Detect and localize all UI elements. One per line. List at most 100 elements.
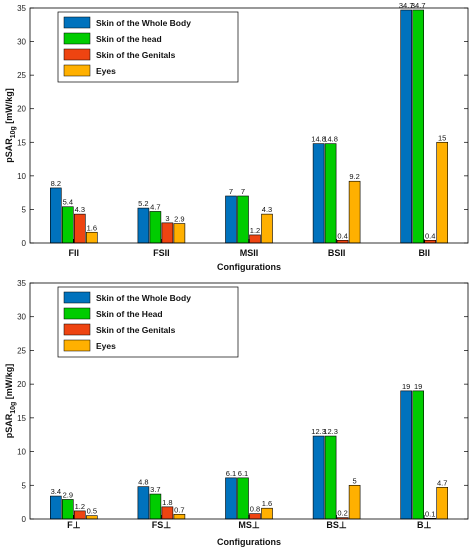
bar-1-1 xyxy=(49,187,62,244)
data-label-1-2: 5.2 xyxy=(138,199,148,208)
data-label-1-4: 12.3 xyxy=(311,427,326,436)
bar-2-1 xyxy=(61,206,74,244)
data-label-2-5: 34.7 xyxy=(411,1,426,10)
data-label-2-1: 2.9 xyxy=(63,490,73,499)
data-label-1-4: 14.8 xyxy=(311,135,326,144)
legend-label-1: Skin of the Whole Body xyxy=(96,293,191,303)
data-label-4-4: 5 xyxy=(353,476,357,485)
bar-4-3 xyxy=(261,213,273,244)
data-label-2-3: 6.1 xyxy=(238,469,248,478)
category-label-1: FII xyxy=(69,248,80,258)
y-axis-label: pSAR10g [mW/kg] xyxy=(4,88,17,163)
data-label-3-3: 1.2 xyxy=(250,226,260,235)
data-label-4-4: 9.2 xyxy=(349,172,359,181)
bar-1-2 xyxy=(137,486,150,520)
bar-2-2 xyxy=(149,211,162,244)
y-axis-label-unit: [mW/kg] xyxy=(4,88,14,126)
bar-1-5 xyxy=(400,9,413,244)
y-tick-label-5: 20 xyxy=(17,105,26,114)
bar-4-3 xyxy=(261,507,273,520)
bar-1-1 xyxy=(49,495,62,520)
bar-1-2 xyxy=(137,207,150,244)
legend-label-2: Skin of the Head xyxy=(96,309,163,319)
data-label-2-2: 4.7 xyxy=(150,202,160,211)
data-label-2-3: 7 xyxy=(241,187,245,196)
data-label-1-2: 4.8 xyxy=(138,478,148,487)
legend-swatch-4 xyxy=(63,64,91,77)
y-axis-label-main: pSAR xyxy=(4,138,14,163)
y-tick-label-2: 5 xyxy=(22,481,27,490)
category-label-1: F⊥ xyxy=(67,520,80,530)
bar-4-1 xyxy=(86,515,98,520)
y-tick-label-4: 15 xyxy=(17,414,26,423)
data-label-3-3: 0.8 xyxy=(250,505,260,514)
y-tick-label-6: 25 xyxy=(17,346,26,355)
legend-swatch-3 xyxy=(63,48,91,61)
x-axis-label: Configurations xyxy=(217,537,281,547)
data-label-4-3: 4.3 xyxy=(262,205,272,214)
data-label-4-1: 1.6 xyxy=(87,223,97,232)
category-label-3: MS⊥ xyxy=(238,520,260,530)
bar-4-5 xyxy=(436,141,449,244)
y-axis-label-unit: [mW/kg] xyxy=(4,364,14,402)
legend-label-3: Skin of the Genitals xyxy=(96,50,176,60)
y-tick-label-7: 30 xyxy=(17,38,26,47)
y-axis-label-subscript: 10g xyxy=(10,126,17,138)
y-tick-label-4: 15 xyxy=(17,138,26,147)
bar-3-1 xyxy=(74,510,86,520)
legend-label-4: Eyes xyxy=(96,341,116,351)
bar-4-1 xyxy=(86,231,98,244)
x-axis-label: Configurations xyxy=(217,262,281,272)
data-label-3-1: 1.2 xyxy=(75,502,85,511)
bar-3-4 xyxy=(336,240,349,244)
bar-1-5 xyxy=(400,390,413,520)
data-label-3-5: 0.1 xyxy=(425,509,435,518)
category-label-4: BSII xyxy=(328,248,346,258)
y-tick-label-8: 35 xyxy=(17,279,26,288)
data-label-1-3: 7 xyxy=(229,187,233,196)
bar-2-2 xyxy=(149,493,162,520)
category-label-5: B⊥ xyxy=(417,520,431,530)
data-label-1-1: 8.2 xyxy=(51,179,61,188)
legend-label-1: Skin of the Whole Body xyxy=(96,18,191,28)
category-label-3: MSII xyxy=(240,248,259,258)
category-label-2: FSII xyxy=(153,248,170,258)
bar-4-2 xyxy=(173,223,186,244)
legend-swatch-2 xyxy=(63,32,91,45)
data-label-1-5: 34.7 xyxy=(399,1,414,10)
y-tick-label-1: 0 xyxy=(22,239,27,248)
y-tick-label-6: 25 xyxy=(17,71,26,80)
bar-1-4 xyxy=(312,143,325,244)
data-label-4-1: 0.5 xyxy=(87,507,97,516)
data-label-4-5: 15 xyxy=(438,133,446,142)
category-label-2: FS⊥ xyxy=(152,520,172,530)
bar-2-5 xyxy=(412,9,425,244)
y-tick-label-2: 5 xyxy=(22,205,27,214)
category-label-5: BII xyxy=(418,248,430,258)
chart-panel-1: 8.2 5.2 7 14.8 34.7 5.4 4.7 7 14.8 34.7 4.3 3 1.2 0.4… xyxy=(4,1,469,272)
bar-2-3 xyxy=(237,195,249,244)
data-label-4-2: 2.9 xyxy=(174,215,184,224)
bar-2-4 xyxy=(324,143,337,244)
data-label-2-4: 14.8 xyxy=(323,135,338,144)
data-label-3-4: 0.4 xyxy=(337,231,347,240)
y-tick-label-1: 0 xyxy=(22,515,27,524)
bar-4-4 xyxy=(348,180,361,244)
legend-swatch-3 xyxy=(63,323,91,336)
bar-4-5 xyxy=(436,487,449,520)
data-label-3-2: 3 xyxy=(165,214,169,223)
bar-3-2 xyxy=(161,506,174,520)
y-tick-label-3: 10 xyxy=(17,448,26,457)
data-label-1-3: 6.1 xyxy=(226,469,236,478)
legend-label-2: Skin of the head xyxy=(96,34,162,44)
data-label-1-1: 3.4 xyxy=(51,487,61,496)
legend-label-4: Eyes xyxy=(96,66,116,76)
legend-swatch-4 xyxy=(63,339,91,352)
bar-4-2 xyxy=(173,513,186,520)
bar-3-3 xyxy=(249,513,261,520)
y-tick-label-5: 20 xyxy=(17,380,26,389)
data-label-3-4: 0.2 xyxy=(337,509,347,518)
legend-swatch-2 xyxy=(63,307,91,320)
